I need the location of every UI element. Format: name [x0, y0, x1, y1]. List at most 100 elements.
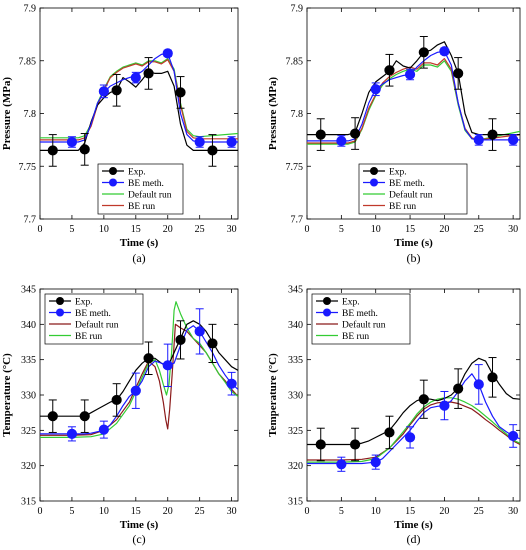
legend-label: BE meth. [389, 179, 425, 189]
x-tick-label: 15 [405, 506, 415, 517]
chart-panel-b: 0 5 10 15 20 25 30 7.7 7.75 7.8 7.85 7.9 Time (s) Pre… [267, 4, 521, 265]
x-tick-label: 10 [371, 224, 381, 235]
data-point [404, 69, 416, 80]
series-line-default-run [40, 57, 238, 139]
x-tick-label: 30 [508, 506, 518, 517]
legend-label: BE run [342, 332, 369, 342]
data-point [439, 46, 450, 57]
x-tick-label: 25 [474, 506, 484, 517]
data-point [175, 87, 186, 98]
y-tick-label: 7.85 [19, 56, 37, 67]
y-tick-label: 7.85 [286, 56, 304, 67]
y-tick-label: 315 [288, 497, 303, 508]
legend-marker [56, 308, 64, 317]
y-tick-label: 7.75 [286, 162, 304, 173]
data-point [111, 394, 122, 406]
series-line-be-meth [307, 373, 520, 465]
plot-area [40, 48, 238, 167]
legend-marker [56, 297, 64, 305]
series-line-be-run [40, 301, 238, 438]
x-tick-label: 0 [305, 224, 310, 235]
data-point [418, 394, 429, 405]
y-tick-label: 320 [21, 461, 36, 472]
x-axis-title: Time (s) [394, 519, 433, 531]
plot-area [307, 357, 520, 472]
y-tick-label: 320 [288, 461, 303, 472]
x-tick-label: 15 [405, 224, 415, 235]
legend-marker [323, 297, 331, 305]
y-tick-label: 340 [288, 320, 303, 331]
legend-label: Default run [75, 319, 119, 330]
chart-panel-a: 0 5 10 15 20 25 30 7.7 7.75 7.8 7.85 7.9 Time (s) Pre… [1, 4, 239, 265]
legend-label: BE run [75, 332, 102, 342]
data-point [336, 135, 347, 147]
x-axis-title: Time (s) [120, 237, 159, 249]
data-point [453, 68, 464, 79]
data-point [194, 326, 205, 337]
x-tick-label: 0 [38, 224, 43, 235]
x-tick-label: 30 [508, 224, 518, 235]
x-tick-label: 30 [227, 506, 237, 517]
x-tick-label: 5 [339, 506, 344, 517]
data-point [143, 68, 154, 79]
data-point [130, 385, 141, 396]
legend: Exp. BE meth.Default run BE run [311, 293, 411, 345]
legend-marker [370, 167, 378, 175]
data-point [207, 338, 218, 349]
series-line-be-meth [40, 52, 238, 143]
data-point [508, 430, 519, 442]
y-tick-label: 7.7 [291, 215, 304, 226]
plot-area [307, 35, 520, 151]
panel-label: (d) [407, 532, 421, 546]
data-point [66, 428, 78, 439]
data-point [98, 424, 109, 435]
legend: Exp. BE meth.Default run BE run [44, 293, 144, 345]
data-point [47, 145, 58, 156]
x-axis-title: Time (s) [120, 519, 159, 531]
legend-label: BE meth. [128, 179, 164, 189]
x-tick-label: 5 [339, 224, 344, 235]
data-point [384, 427, 395, 438]
legend-label: Default run [389, 189, 433, 200]
chart-panel-d: 0 5 10 15 20 25 30 315 320 325 330 335 340 345 Time (s… [267, 285, 521, 546]
data-point [79, 411, 90, 422]
data-point [315, 439, 326, 450]
x-tick-label: 25 [474, 224, 484, 235]
data-point [370, 84, 381, 95]
chart-panel-c: 0 5 10 15 20 25 30 315 320 325 330 335 340 345 Time (s… [1, 285, 239, 546]
y-tick-label: 330 [21, 391, 36, 402]
y-tick-label: 7.8 [24, 109, 37, 120]
x-tick-label: 0 [38, 506, 43, 517]
panel-label: (b) [407, 251, 421, 265]
legend-label: BE run [389, 202, 416, 212]
y-tick-label: 345 [21, 285, 36, 296]
plot-area [40, 301, 238, 442]
data-point [473, 379, 484, 390]
series-line-default-run [307, 401, 520, 461]
x-tick-label: 10 [99, 224, 109, 235]
x-tick-label: 5 [69, 506, 74, 517]
data-point [226, 378, 237, 389]
series-line-exp [307, 41, 520, 136]
legend-label: Exp. [75, 297, 93, 307]
data-point [98, 86, 109, 97]
data-point [47, 411, 58, 422]
legend: Exp. BE meth.Default run BE run [97, 163, 184, 215]
panel-label: (c) [132, 532, 145, 546]
legend-label: Exp. [389, 167, 407, 177]
data-point [473, 134, 484, 145]
y-tick-label: 335 [21, 355, 36, 366]
data-point [194, 136, 205, 148]
x-tick-label: 25 [195, 506, 205, 517]
x-tick-label: 20 [163, 224, 173, 235]
data-point [508, 134, 519, 145]
data-point [143, 353, 154, 364]
data-point [175, 334, 186, 345]
data-point [418, 47, 429, 58]
data-point [66, 136, 78, 148]
x-tick-label: 20 [163, 506, 173, 517]
data-point [207, 145, 218, 156]
data-point [111, 85, 122, 96]
data-point [384, 65, 395, 76]
y-tick-label: 330 [288, 391, 303, 402]
